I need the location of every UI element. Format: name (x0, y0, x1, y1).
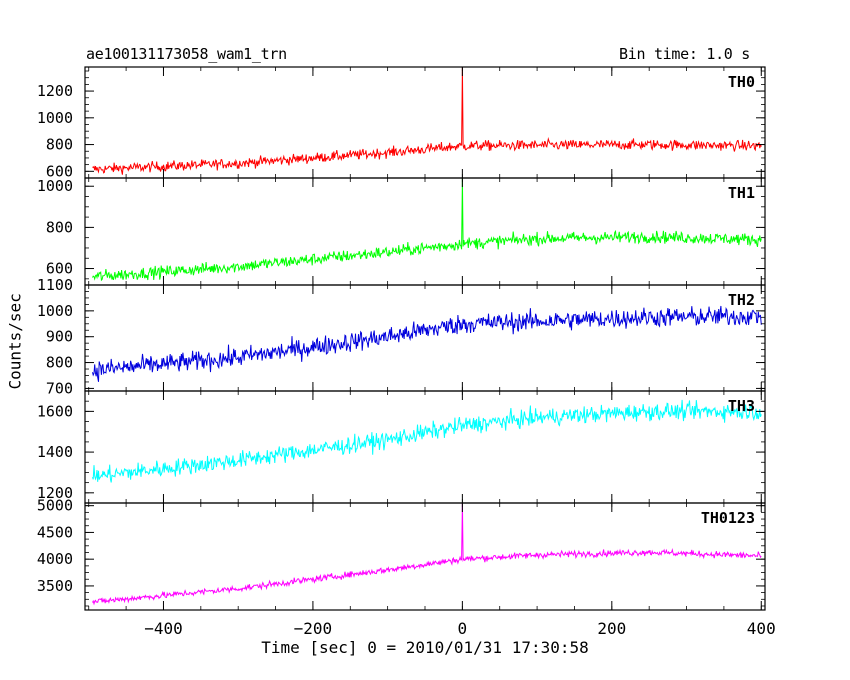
x-axis-label: Time [sec] 0 = 2010/01/31 17:30:58 (261, 638, 589, 657)
y-tick-label: 1200 (37, 82, 73, 100)
y-tick-label: 600 (46, 260, 73, 278)
series-line-th2 (92, 305, 762, 382)
x-tick-label: 400 (747, 619, 776, 638)
series-line-th0 (92, 67, 762, 175)
panel-label-th0: TH0 (728, 73, 755, 91)
series-line-th0123 (92, 503, 762, 606)
y-tick-label: 1400 (37, 443, 73, 461)
y-tick-label: 1100 (37, 276, 73, 294)
x-tick-label: 200 (597, 619, 626, 638)
bin-time-label: Bin time: 1.0 s (619, 45, 750, 63)
panel-label-th1: TH1 (728, 184, 755, 202)
y-tick-label: 1600 (37, 402, 73, 420)
y-tick-label: 3500 (37, 577, 73, 595)
y-tick-label: 4500 (37, 523, 73, 541)
y-tick-label: 1200 (37, 484, 73, 502)
y-tick-label: 5000 (37, 497, 73, 515)
y-tick-label: 900 (46, 328, 73, 346)
y-tick-label: 1000 (37, 109, 73, 127)
y-tick-label: 800 (46, 218, 73, 236)
panel-frame-th0 (84, 66, 766, 179)
panel-label-th3: TH3 (728, 397, 755, 415)
series-line-th1 (92, 178, 762, 282)
y-tick-label: 800 (46, 354, 73, 372)
x-tick-label: −400 (144, 619, 183, 638)
panel-frame-th3 (84, 390, 766, 504)
y-tick-label: 600 (46, 162, 73, 180)
y-tick-label: 800 (46, 136, 73, 154)
y-tick-label: 700 (46, 379, 73, 397)
y-tick-label: 4000 (37, 550, 73, 568)
chart-title: ae100131173058_wam1_trn (86, 45, 287, 63)
panel-frame-th2 (84, 284, 766, 392)
y-tick-label: 1000 (37, 177, 73, 195)
panel-label-th0123: TH0123 (701, 509, 755, 527)
panel-label-th2: TH2 (728, 291, 755, 309)
series-line-th3 (92, 399, 762, 483)
x-tick-label: −200 (294, 619, 333, 638)
x-tick-label: 0 (458, 619, 468, 638)
y-tick-label: 1000 (37, 302, 73, 320)
